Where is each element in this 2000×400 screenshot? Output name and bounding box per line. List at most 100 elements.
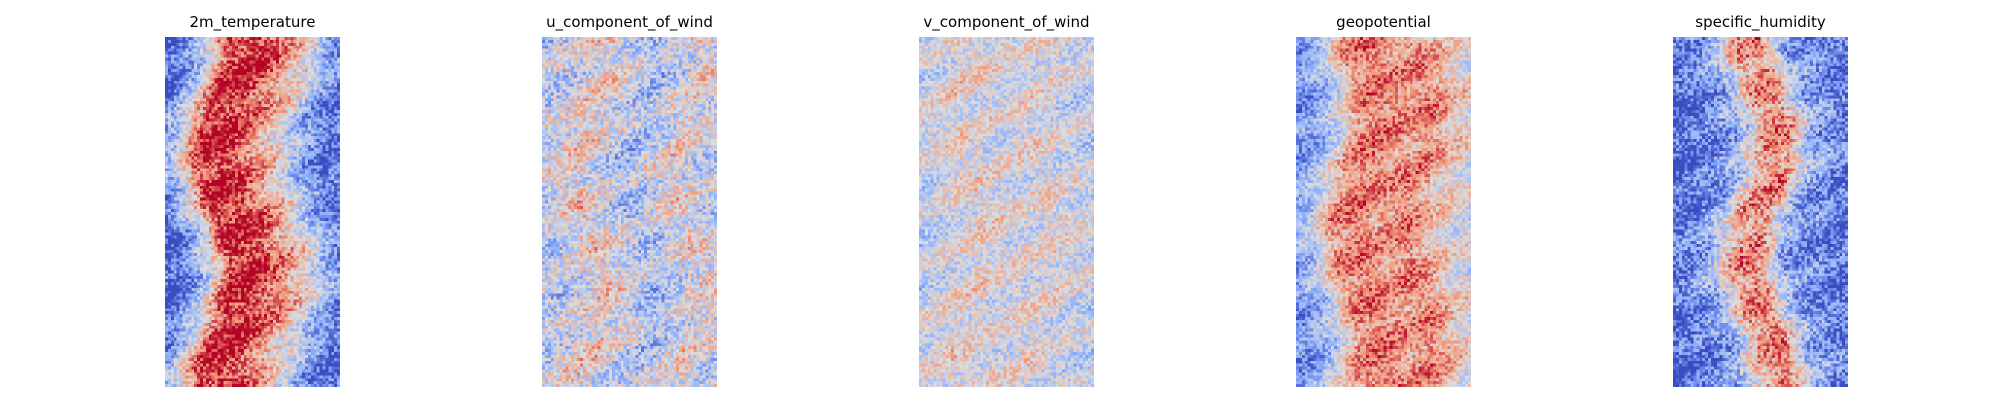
heatmap-cell [334,214,338,218]
heatmap-cell [214,252,218,256]
heatmap-cell [202,109,206,113]
heatmap-cell [255,261,259,265]
heatmap-cell [167,264,171,268]
heatmap-cell [165,188,168,192]
heatmap-cell [284,124,288,128]
heatmap-cell [211,109,215,113]
heatmap-cell [319,171,323,175]
heatmap-cell [334,276,338,280]
heatmap-cell [205,95,209,99]
heatmap-cell [214,118,218,122]
heatmap-cell [325,249,329,253]
heatmap-cell [325,238,329,242]
heatmap-cell [316,232,320,236]
heatmap-cell [313,60,317,64]
heatmap-cell [249,212,253,215]
heatmap-cell [281,264,285,268]
heatmap-cell [220,244,224,248]
heatmap-cell [223,258,227,262]
heatmap-cell [246,150,250,154]
heatmap-cell [307,232,311,236]
heatmap-cell [167,147,171,151]
heatmap-cell [243,267,247,271]
heatmap-cell [214,115,218,119]
heatmap-cell [235,267,238,271]
heatmap-cell [258,238,262,242]
heatmap-cell [226,168,230,172]
heatmap-cell [290,270,294,274]
heatmap-cell [290,220,294,224]
heatmap-cell [243,217,247,221]
heatmap-cell [232,57,236,61]
heatmap-cell [278,95,282,99]
heatmap-cell [337,212,340,215]
heatmap-cell [331,188,335,192]
heatmap-cell [176,177,180,180]
heatmap-cell [237,60,241,64]
heatmap-cell [240,101,244,105]
heatmap-cell [249,147,253,151]
heatmap-cell [176,220,180,224]
heatmap-cell [235,66,238,70]
heatmap-cell [179,133,183,137]
heatmap-cell [275,98,279,102]
heatmap-cell [275,45,279,49]
heatmap-cell [255,69,259,73]
heatmap-cell [302,174,306,178]
heatmap-cell [316,206,320,210]
heatmap-cell [334,42,338,46]
heatmap-cell [325,223,329,227]
heatmap-cell [313,83,317,87]
heatmap-cell [322,98,326,102]
heatmap-cell [275,174,279,178]
heatmap-cell [307,238,311,242]
heatmap-cell [223,136,227,140]
heatmap-cell [267,226,271,230]
heatmap-cell [296,63,300,67]
heatmap-cell [223,98,227,102]
heatmap-cell [208,74,212,78]
heatmap-cell [165,130,168,134]
heatmap-cell [313,95,317,99]
heatmap-cell [240,235,244,239]
heatmap-cell [165,261,168,265]
heatmap-cell [281,156,285,160]
heatmap-cell [264,191,268,195]
heatmap-cell [299,118,303,122]
heatmap-cell [258,168,262,172]
heatmap-cell [197,267,201,271]
heatmap-cell [331,153,335,157]
heatmap-cell [237,115,241,119]
heatmap-cell [246,276,250,280]
heatmap-cell [302,74,306,78]
heatmap-cell [270,139,273,143]
heatmap-cell [331,200,335,204]
heatmap-cell [246,261,250,265]
heatmap-cell [278,276,282,280]
heatmap-cell [255,165,259,169]
heatmap-cell [275,209,279,213]
heatmap-cell [246,238,250,242]
heatmap-cell [229,77,233,81]
heatmap-cell [281,48,285,52]
heatmap-cell [307,107,311,110]
heatmap-cell [220,197,224,201]
heatmap-cell [302,273,306,277]
heatmap-cell [167,273,171,277]
heatmap-cell [331,130,335,134]
heatmap-cell [197,197,201,201]
heatmap-cell [202,258,206,262]
heatmap-cell [296,197,300,201]
heatmap-cell [235,89,238,93]
heatmap-cell [296,156,300,160]
heatmap-cell [217,232,221,236]
heatmap-cell [319,144,323,148]
heatmap-cell [194,57,198,61]
heatmap-cell [223,171,227,175]
heatmap-cell [328,185,332,189]
heatmap-cell [229,95,233,99]
heatmap-cell [275,252,279,256]
heatmap-cell [313,182,317,186]
heatmap-cell [214,217,218,221]
heatmap-cell [243,206,247,210]
